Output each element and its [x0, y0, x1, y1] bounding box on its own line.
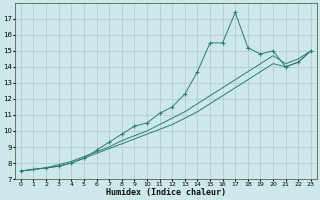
X-axis label: Humidex (Indice chaleur): Humidex (Indice chaleur): [106, 188, 226, 197]
